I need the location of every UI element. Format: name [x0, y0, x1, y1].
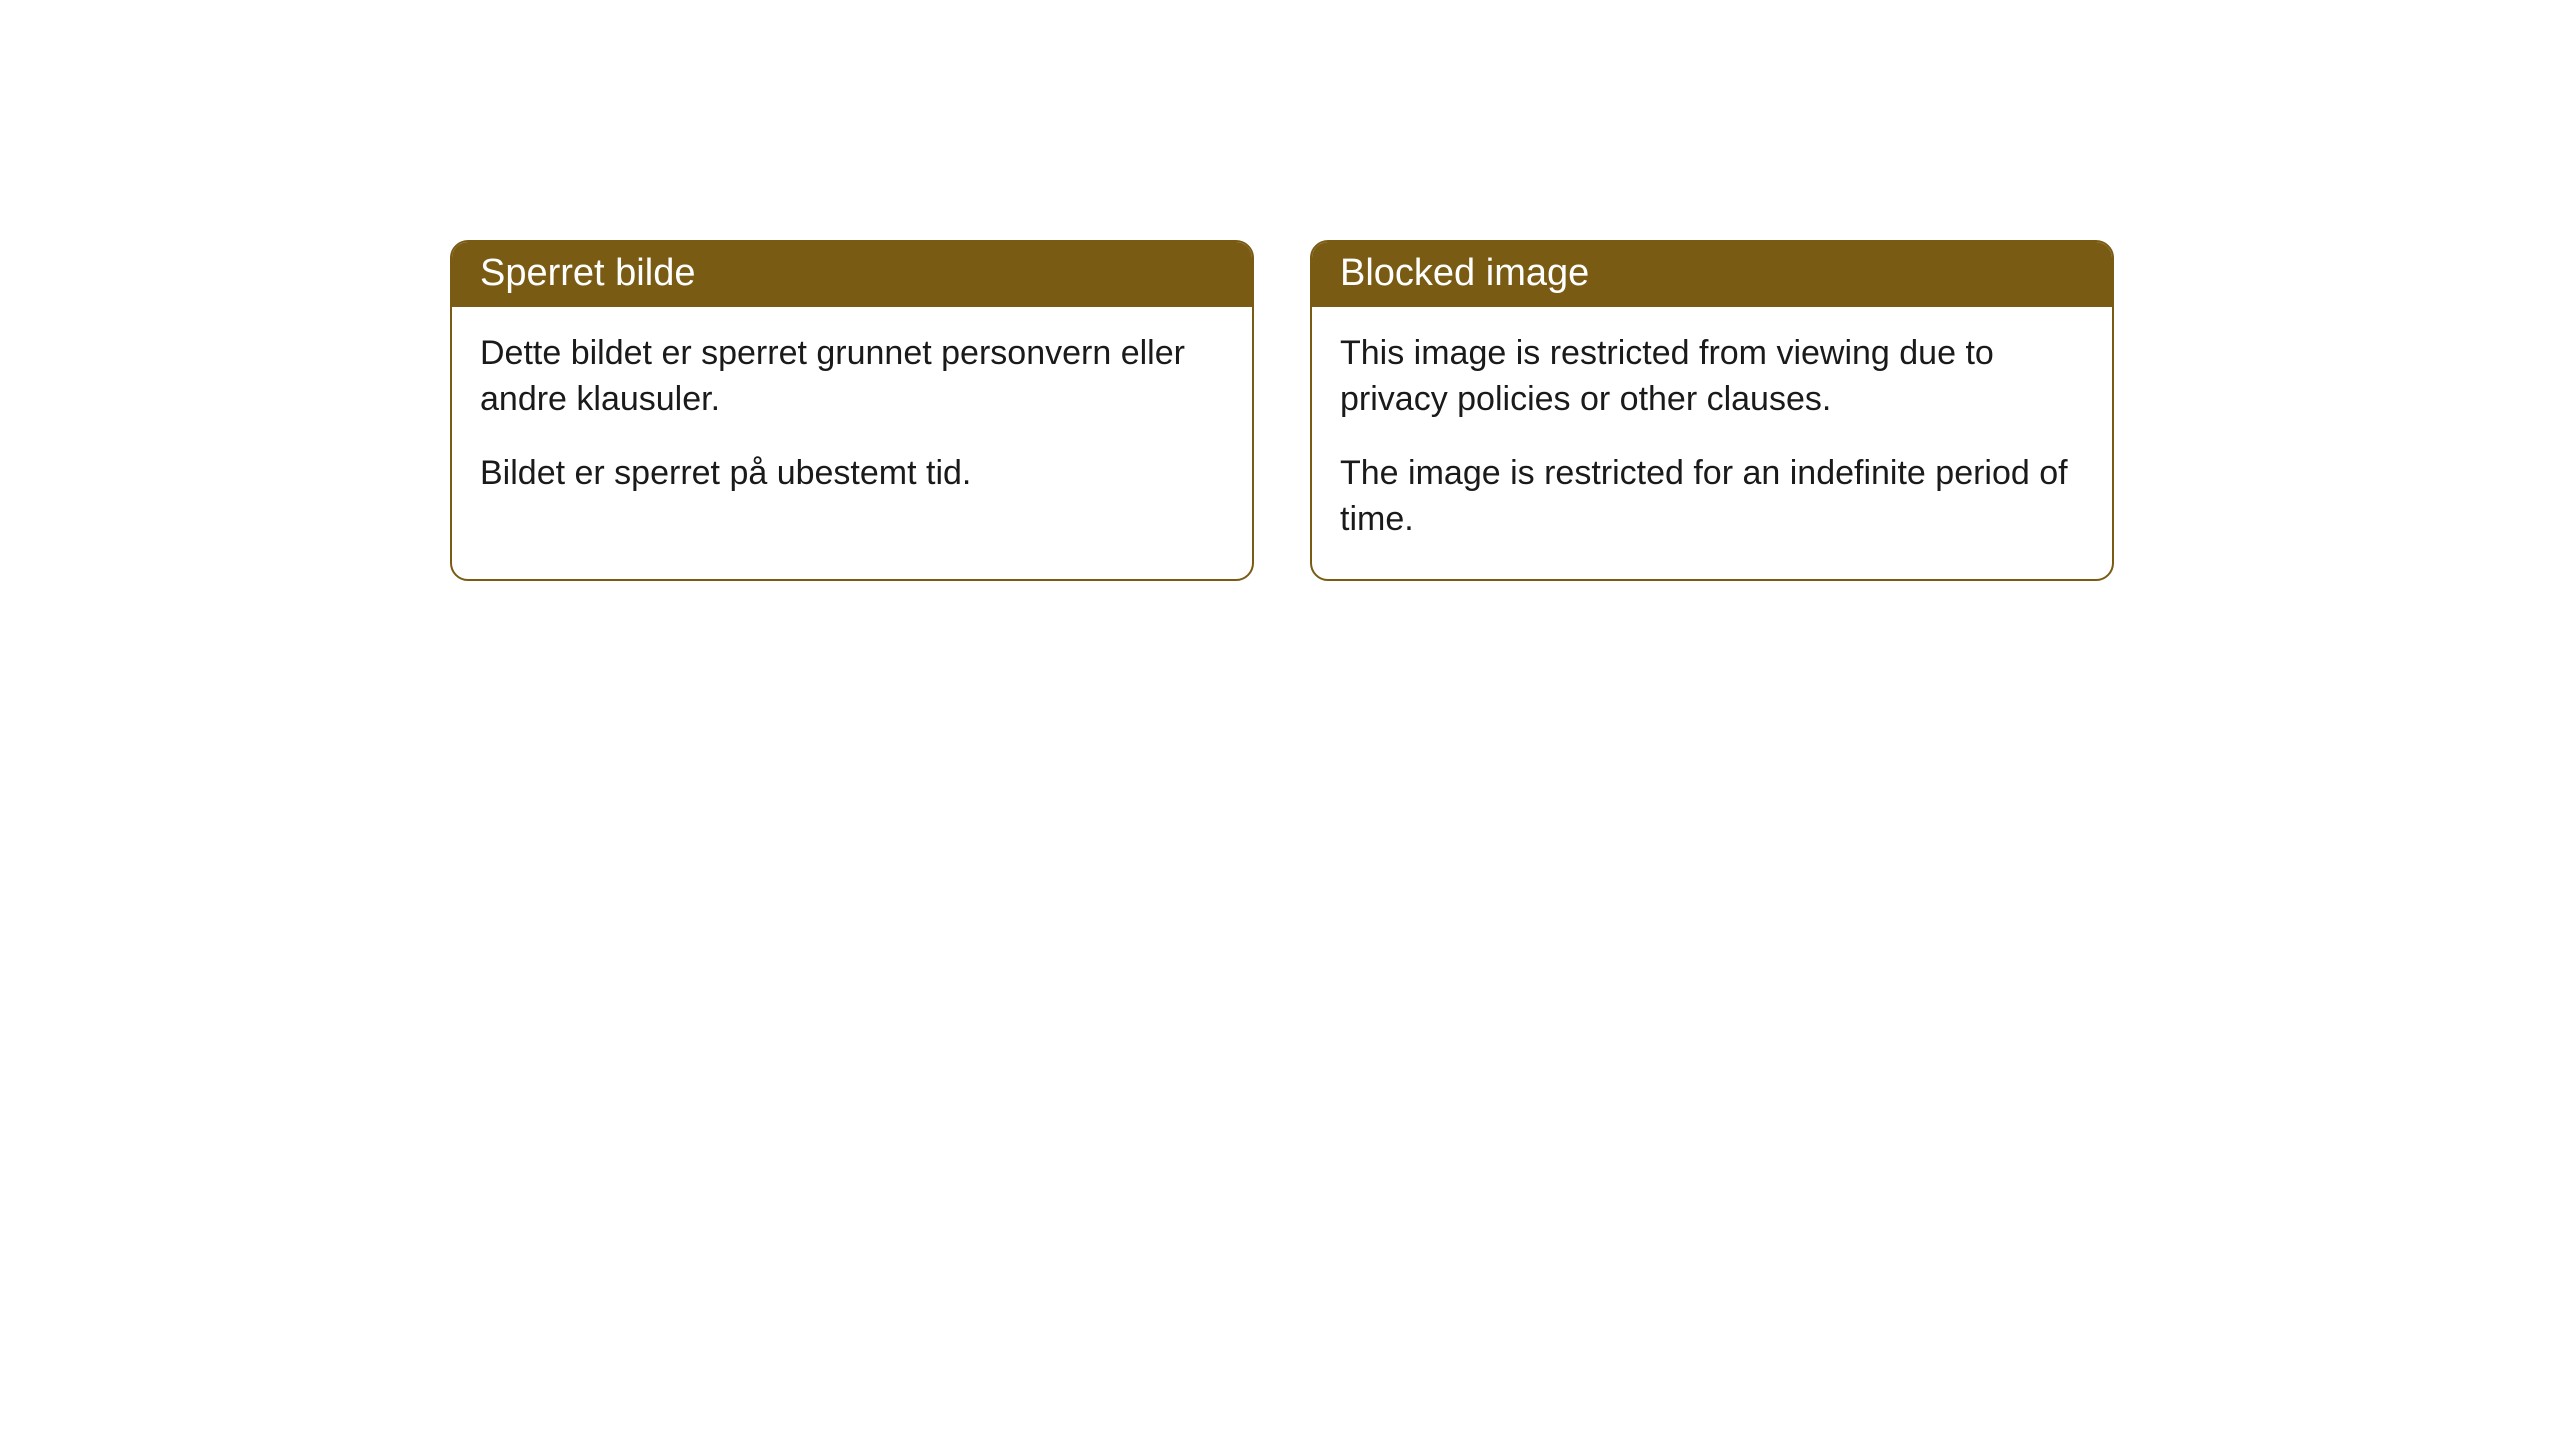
card-title: Blocked image — [1340, 252, 1589, 294]
notice-card-norwegian: Sperret bilde Dette bildet er sperret gr… — [450, 240, 1254, 581]
card-header: Sperret bilde — [452, 242, 1252, 307]
notice-card-english: Blocked image This image is restricted f… — [1310, 240, 2114, 581]
card-body: Dette bildet er sperret grunnet personve… — [452, 307, 1252, 533]
card-header: Blocked image — [1312, 242, 2112, 307]
card-paragraph: This image is restricted from viewing du… — [1340, 331, 2084, 423]
card-title: Sperret bilde — [480, 252, 695, 294]
card-paragraph: Dette bildet er sperret grunnet personve… — [480, 331, 1224, 423]
card-paragraph: Bildet er sperret på ubestemt tid. — [480, 451, 1224, 497]
card-paragraph: The image is restricted for an indefinit… — [1340, 451, 2084, 543]
notice-cards-container: Sperret bilde Dette bildet er sperret gr… — [450, 240, 2114, 581]
card-body: This image is restricted from viewing du… — [1312, 307, 2112, 579]
